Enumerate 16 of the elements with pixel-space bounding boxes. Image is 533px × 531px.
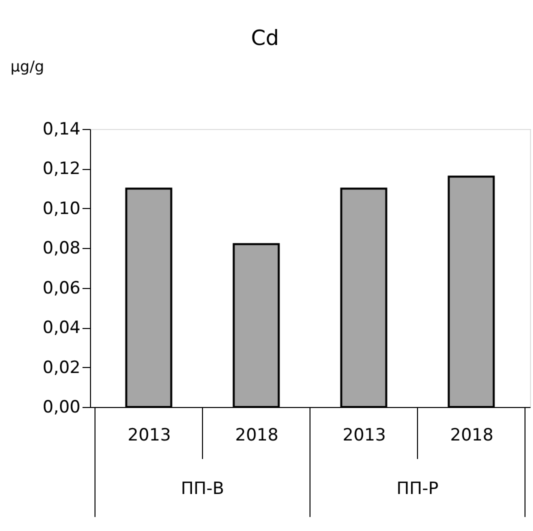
y-tick-label: 0,12: [42, 159, 80, 180]
x-tick-label: 2013: [128, 426, 171, 446]
x-tick-label: 2018: [235, 426, 278, 446]
y-tick-label: 0,04: [42, 318, 80, 338]
x-tick-label: 2013: [342, 426, 386, 446]
y-axis-title: µg/g: [10, 58, 44, 76]
text: ПП-Р: [396, 479, 438, 499]
text: ПП-В: [180, 479, 224, 499]
y-tick-label: 0,14: [42, 120, 80, 140]
y-tick-label: 0,00: [42, 398, 80, 418]
y-tick-label: 0,08: [42, 238, 80, 259]
y-tick-label: 0,02: [42, 358, 80, 378]
chart-title: Cd: [251, 26, 279, 50]
x-tick-label: 2018: [450, 426, 494, 446]
y-tick-label: 0,10: [42, 198, 80, 219]
y-tick-label: 0,06: [42, 278, 80, 298]
